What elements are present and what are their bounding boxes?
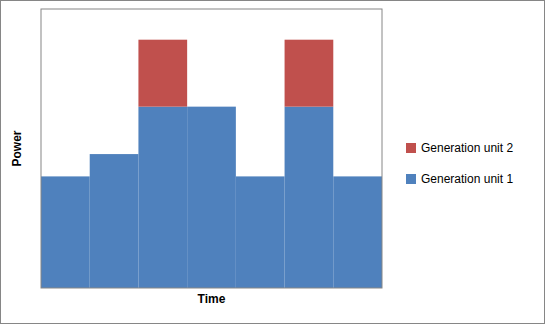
legend-label: Generation unit 2 xyxy=(421,141,513,155)
bar-segment xyxy=(138,107,187,288)
legend-swatch xyxy=(406,143,416,153)
chart-container: TimePowerGeneration unit 2Generation uni… xyxy=(0,0,545,324)
bar-segment xyxy=(187,107,236,288)
bar-segment xyxy=(236,176,285,288)
bar-segment xyxy=(41,176,90,288)
bar-segment xyxy=(285,40,334,107)
chart-frame xyxy=(1,1,545,324)
bar-segment xyxy=(333,176,382,177)
bar-segment xyxy=(90,154,139,288)
legend-label: Generation unit 1 xyxy=(421,172,513,186)
bar-segment xyxy=(41,176,90,177)
legend-swatch xyxy=(406,174,416,184)
bar-segment xyxy=(187,106,236,107)
bar-segment xyxy=(236,176,285,177)
bar-segment xyxy=(138,40,187,107)
plot-frame xyxy=(41,9,382,288)
bar-segment xyxy=(90,154,139,155)
chart-svg: TimePowerGeneration unit 2Generation uni… xyxy=(0,0,545,324)
y-axis-title: Power xyxy=(10,130,24,166)
bar-segment xyxy=(333,176,382,288)
bar-segment xyxy=(285,107,334,288)
x-axis-title: Time xyxy=(198,292,226,306)
legend: Generation unit 2 Generation unit 1 xyxy=(406,141,513,186)
bars xyxy=(41,40,382,288)
